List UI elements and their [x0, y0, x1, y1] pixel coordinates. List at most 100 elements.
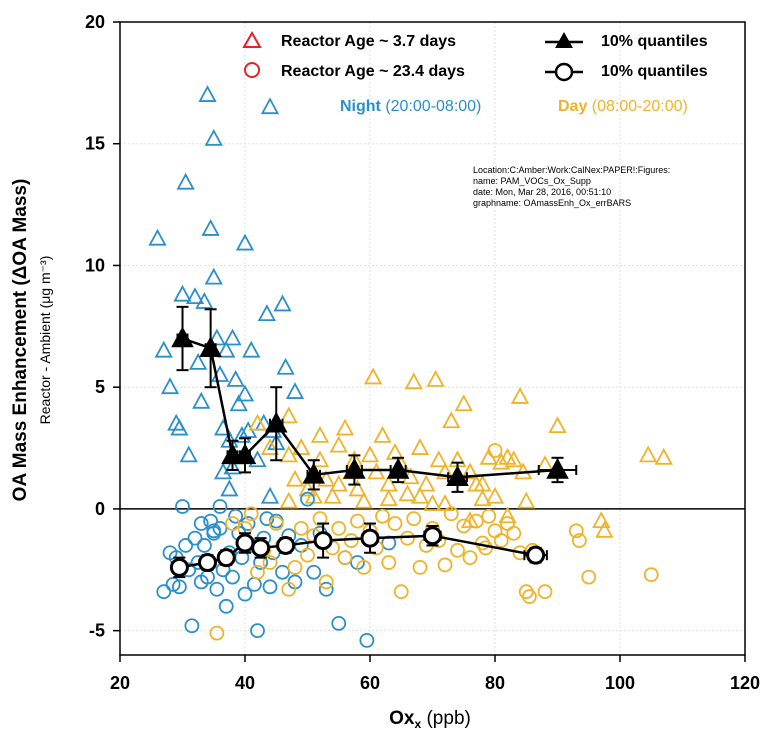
- quantile-point-triangle: [546, 457, 569, 479]
- data-point-circle: [281, 581, 297, 597]
- quantile-point-circle: [423, 526, 442, 546]
- data-point-triangle: [367, 462, 386, 480]
- data-point-circle: [537, 584, 553, 600]
- data-point-circle: [287, 559, 303, 575]
- data-point-triangle: [385, 443, 405, 460]
- data-point-triangle: [285, 469, 305, 487]
- data-point-circle: [356, 559, 372, 575]
- data-point-triangle: [148, 228, 167, 246]
- graph-info-text: Location:C:Amber:Work:CalNex:PAPER!:Figu…: [473, 165, 670, 208]
- data-point-triangle: [242, 340, 261, 358]
- data-point-circle: [643, 567, 659, 583]
- y-tick-label: -5: [89, 621, 105, 641]
- data-point-triangle: [223, 457, 242, 475]
- data-point-triangle: [235, 233, 255, 251]
- legend-open-circle-black-icon: [554, 62, 574, 82]
- data-point-circle: [506, 525, 522, 541]
- data-point-triangle: [548, 416, 567, 434]
- data-point-circle: [262, 555, 278, 570]
- data-point-circle: [312, 511, 328, 527]
- data-point-circle: [262, 579, 278, 595]
- data-point-circle: [393, 584, 409, 600]
- data-point-circle: [237, 586, 253, 602]
- data-point-triangle: [323, 486, 342, 504]
- data-point-triangle: [498, 506, 517, 524]
- data-point-circle: [450, 542, 465, 558]
- data-point-circle: [443, 506, 459, 522]
- data-point-triangle: [435, 462, 455, 480]
- quantile-point-circle: [251, 538, 271, 558]
- legend-label-4: 10% quantiles: [601, 63, 708, 80]
- data-point-circle: [318, 581, 334, 597]
- data-point-triangle: [285, 382, 305, 399]
- data-point-circle: [359, 632, 375, 648]
- data-point-triangle: [217, 340, 236, 358]
- data-point-circle: [350, 513, 365, 529]
- quantile-point-triangle: [171, 326, 194, 348]
- data-point-triangle: [292, 438, 311, 455]
- data-point-triangle: [226, 370, 245, 387]
- legend-open-circle-icon: [244, 62, 260, 78]
- data-point-triangle: [260, 438, 280, 455]
- data-point-circle: [250, 623, 265, 639]
- data-point-circle: [571, 533, 587, 548]
- quantile-point-triangle: [264, 411, 288, 433]
- data-point-circle: [193, 516, 209, 531]
- data-point-triangle: [185, 287, 205, 305]
- data-point-circle: [178, 538, 194, 553]
- y-tick-label: 5: [95, 377, 105, 397]
- y-tick-label: 10: [85, 255, 105, 275]
- x-tick-label: 20: [110, 673, 130, 693]
- legend: Reactor Age ~ 3.7 days Reactor Age ~ 23.…: [242, 30, 708, 82]
- data-point-circle: [268, 516, 284, 531]
- data-point-triangle: [179, 445, 198, 463]
- data-point-triangle: [398, 484, 417, 502]
- quantile-line: [182, 337, 558, 479]
- y-tick-label: 20: [85, 12, 105, 32]
- data-point-triangle: [192, 391, 211, 409]
- data-point-triangle: [410, 486, 430, 504]
- y-axis-subtitle: Reactor - Ambient (μg m⁻³): [37, 256, 53, 425]
- data-point-circle: [187, 530, 203, 546]
- legend-label-3: 10% quantiles: [601, 33, 708, 50]
- axis-ticks: 20 40 60 80 100 120 -5 0 5 10 15 20: [85, 12, 760, 693]
- data-point-triangle: [195, 292, 214, 309]
- quantile-point-circle: [276, 535, 296, 555]
- data-point-triangle: [360, 445, 380, 463]
- data-point-triangle: [354, 491, 373, 509]
- data-point-triangle: [417, 474, 436, 492]
- data-point-triangle: [220, 479, 239, 497]
- data-point-triangle: [276, 357, 295, 375]
- data-point-circle: [568, 523, 584, 539]
- data-point-triangle: [273, 294, 292, 312]
- data-point-triangle: [279, 406, 298, 424]
- day-label: Day (08:00-20:00): [558, 98, 688, 115]
- data-point-triangle: [160, 377, 180, 395]
- quantile-point-circle: [360, 528, 380, 548]
- x-tick-label: 120: [730, 673, 760, 693]
- data-point-triangle: [329, 435, 348, 453]
- data-point-circle: [318, 574, 334, 590]
- quantile-point-triangle: [343, 457, 366, 479]
- data-point-circle: [381, 555, 397, 570]
- data-point-triangle: [176, 172, 195, 190]
- quantile-point-triangle: [199, 336, 222, 357]
- quantile-point-triangle: [233, 443, 257, 465]
- data-point-circle: [375, 508, 390, 524]
- data-point-circle: [243, 506, 259, 522]
- data-point-circle: [209, 581, 225, 597]
- x-tick-label: 40: [235, 673, 255, 693]
- data-point-circle: [171, 579, 187, 595]
- data-point-triangle: [173, 284, 192, 302]
- x-tick-label: 80: [485, 673, 505, 693]
- info-line-1: Location:C:Amber:Work:CalNex:PAPER!:Figu…: [473, 165, 670, 175]
- data-point-triangle: [248, 413, 267, 431]
- quantile-point-circle: [313, 531, 333, 551]
- data-point-triangle: [223, 328, 242, 346]
- data-point-circle: [406, 511, 422, 527]
- y-tick-label: 0: [95, 499, 105, 519]
- data-point-circle: [228, 508, 244, 524]
- data-point-triangle: [460, 462, 480, 480]
- data-point-circle: [212, 499, 228, 514]
- data-point-triangle: [170, 418, 189, 436]
